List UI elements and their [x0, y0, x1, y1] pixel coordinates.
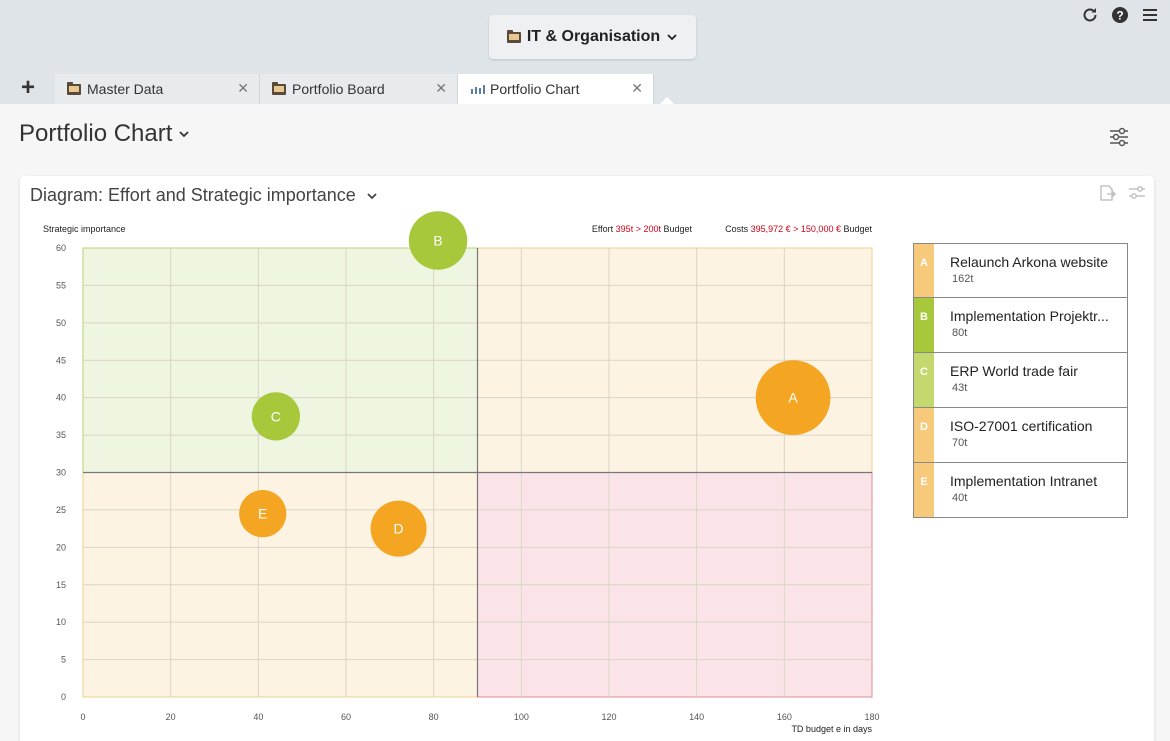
x-tick-label: 80 — [429, 712, 439, 722]
bubble-label: C — [271, 408, 281, 424]
tab-label: Portfolio Chart — [490, 81, 580, 97]
legend-letter: D — [914, 408, 934, 462]
diagram-card: Diagram: Effort and Strategic importance… — [20, 176, 1154, 741]
legend-item[interactable]: C ERP World trade fair 43t — [913, 353, 1128, 408]
diagram-title: Diagram: Effort and Strategic importance — [30, 185, 356, 205]
folder-icon — [272, 81, 286, 95]
close-icon[interactable]: ✕ — [435, 80, 447, 96]
y-tick-label: 20 — [56, 542, 66, 552]
legend-item[interactable]: A Relaunch Arkona website 162t — [913, 243, 1128, 298]
legend-letter: B — [914, 298, 934, 352]
legend-project-name: Implementation Projektr... — [950, 308, 1109, 324]
workspace-label: IT & Organisation — [526, 28, 661, 45]
export-icon[interactable] — [1098, 184, 1116, 207]
y-tick-label: 15 — [56, 580, 66, 590]
top-bar: IT & Organisation ? — [0, 0, 1170, 74]
bubble-label: D — [394, 521, 404, 537]
card-settings-icon[interactable] — [1128, 184, 1146, 207]
y-tick-label: 40 — [56, 393, 66, 403]
y-tick-label: 50 — [56, 318, 66, 328]
workspace-selector[interactable]: IT & Organisation — [489, 15, 696, 59]
bubble-label: B — [433, 233, 442, 249]
legend-item[interactable]: E Implementation Intranet 40t — [913, 463, 1128, 518]
x-tick-label: 180 — [864, 712, 879, 722]
y-tick-label: 0 — [61, 692, 66, 702]
x-tick-label: 120 — [601, 712, 616, 722]
page-title[interactable]: Portfolio Chart — [19, 120, 190, 148]
bubble-e — [239, 490, 287, 538]
legend-effort: 80t — [952, 327, 968, 339]
bubble-label: A — [788, 390, 798, 406]
legend-item[interactable]: D ISO-27001 certification 70t — [913, 408, 1128, 463]
page-title-text: Portfolio Chart — [19, 120, 173, 147]
svg-text:?: ? — [1116, 9, 1123, 23]
filter-settings-icon[interactable] — [1108, 126, 1130, 148]
chart-icon — [471, 85, 485, 94]
y-tick-label: 35 — [56, 430, 66, 440]
close-icon[interactable]: ✕ — [237, 80, 249, 96]
chevron-down-icon — [179, 131, 190, 138]
y-tick-label: 30 — [56, 468, 66, 478]
legend-letter: A — [914, 244, 934, 297]
menu-icon[interactable] — [1140, 5, 1160, 25]
x-axis-label: TD budget e in days — [791, 724, 872, 734]
legend-project-name: Relaunch Arkona website — [950, 254, 1108, 270]
y-tick-label: 5 — [61, 655, 66, 665]
x-tick-label: 60 — [341, 712, 351, 722]
chevron-down-icon — [367, 192, 377, 199]
legend-letter: E — [914, 463, 934, 517]
folder-icon — [67, 81, 81, 95]
legend-item[interactable]: B Implementation Projektr... 80t — [913, 298, 1128, 353]
x-tick-label: 0 — [80, 712, 85, 722]
x-tick-label: 140 — [689, 712, 704, 722]
folder-icon — [506, 29, 521, 43]
x-tick-label: 100 — [514, 712, 529, 722]
x-tick-label: 160 — [777, 712, 792, 722]
legend-letter: C — [914, 353, 934, 407]
y-axis-label: Strategic importance — [43, 224, 126, 234]
refresh-icon[interactable] — [1080, 5, 1100, 25]
tab-notch — [660, 97, 674, 104]
legend-effort: 70t — [952, 437, 968, 449]
chevron-down-icon — [667, 34, 677, 41]
legend-project-name: Implementation Intranet — [950, 473, 1098, 489]
bubble-b — [408, 211, 468, 270]
y-tick-label: 55 — [56, 280, 66, 290]
legend-project-name: ISO-27001 certification — [950, 418, 1093, 434]
close-icon[interactable]: ✕ — [631, 80, 643, 96]
y-tick-label: 25 — [56, 505, 66, 515]
y-tick-label: 60 — [56, 243, 66, 253]
bubble-c — [251, 392, 300, 441]
project-legend: A Relaunch Arkona website 162t B Implementat… — [913, 243, 1128, 518]
help-icon[interactable]: ? — [1110, 5, 1130, 25]
bubble-label: E — [258, 506, 267, 522]
tab-label: Portfolio Board — [292, 81, 385, 97]
portfolio-scatter-chart: 0 5 10 15 20 25 30 35 40 45 50 55 60 0 20 40 60 80 100 120 1… — [43, 211, 880, 734]
legend-effort: 43t — [952, 382, 968, 394]
tab-master-data[interactable]: Master Data ✕ — [55, 74, 260, 104]
tab-label: Master Data — [87, 81, 164, 97]
x-tick-label: 40 — [253, 712, 263, 722]
y-tick-label: 45 — [56, 355, 66, 365]
tab-portfolio-board[interactable]: Portfolio Board ✕ — [260, 74, 458, 104]
bubble-a — [755, 360, 831, 436]
y-tick-label: 10 — [56, 617, 66, 627]
effort-summary: Effort 395t > 200t Budget — [592, 224, 693, 234]
legend-effort: 162t — [952, 273, 974, 285]
legend-effort: 40t — [952, 492, 968, 504]
costs-summary: Costs 395,972 € > 150,000 € Budget — [725, 224, 872, 234]
tab-portfolio-chart[interactable]: Portfolio Chart ✕ — [458, 74, 654, 104]
tab-bar: + Master Data ✕ Portfolio Board ✕ Portfo… — [0, 74, 1170, 104]
diagram-selector[interactable]: Diagram: Effort and Strategic importance — [30, 185, 378, 206]
add-tab-button[interactable]: + — [20, 74, 35, 101]
bubble-d — [370, 500, 427, 557]
legend-project-name: ERP World trade fair — [950, 363, 1078, 379]
x-tick-label: 20 — [166, 712, 176, 722]
